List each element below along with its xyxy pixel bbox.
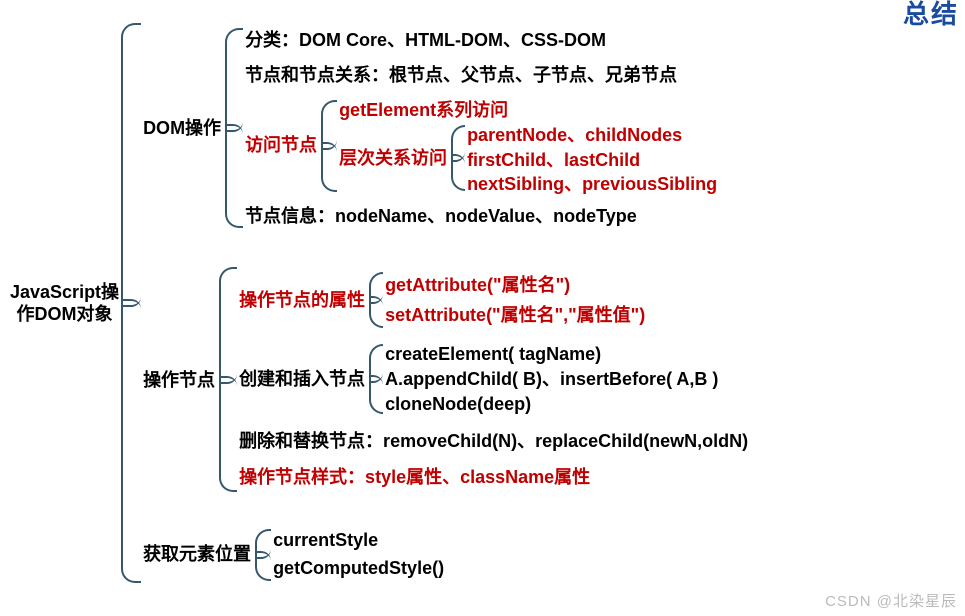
pos-1: currentStyle (273, 528, 444, 553)
brace-op (219, 267, 235, 492)
brace-create (369, 344, 381, 414)
label-dom: DOM操作 (143, 117, 221, 140)
visit-1: getElement系列访问 (339, 98, 717, 123)
create-2: A.appendChild( B)、insertBefore( A,B ) (385, 367, 718, 392)
pos-children: currentStyle getComputedStyle() (273, 527, 444, 583)
attr-children: getAttribute("属性名") setAttribute("属性名","… (385, 270, 645, 330)
op-attr: 操作节点的属性 getAttribute("属性名") setAttribute… (239, 270, 748, 330)
attr-label: 操作节点的属性 (239, 289, 365, 312)
root-children: DOM操作 分类：DOM Core、HTML-DOM、CSS-DOM 节点和节点… (143, 8, 748, 598)
dom-line1: 分类：DOM Core、HTML-DOM、CSS-DOM (245, 28, 717, 53)
dom-line2: 节点和节点关系：根节点、父节点、子节点、兄弟节点 (245, 63, 717, 88)
op-remove: 删除和替换节点：removeChild(N)、replaceChild(newN… (239, 429, 748, 454)
dom-visit: 访问节点 getElement系列访问 层次关系访问 parentNode、ch… (245, 98, 717, 194)
dom-info: 节点信息：nodeName、nodeValue、nodeType (245, 204, 717, 229)
root-line1: JavaScript操 (10, 281, 119, 304)
branch-pos: 获取元素位置 currentStyle getComputedStyle() (143, 527, 748, 583)
op-create: 创建和插入节点 createElement( tagName) A.append… (239, 342, 748, 416)
root-node: JavaScript操 作DOM对象 DOM操作 分类：DOM Core、HTM… (10, 8, 955, 598)
attr-1: getAttribute("属性名") (385, 273, 645, 298)
create-children: createElement( tagName) A.appendChild( B… (385, 342, 718, 416)
branch-dom: DOM操作 分类：DOM Core、HTML-DOM、CSS-DOM 节点和节点… (143, 23, 748, 233)
branch-op: 操作节点 操作节点的属性 getAttribute("属性名") setAttr… (143, 264, 748, 496)
attr-2: setAttribute("属性名","属性值") (385, 303, 645, 328)
visit-layer: 层次关系访问 parentNode、childNodes firstChild、… (339, 123, 717, 193)
watermark: CSDN @北染星辰 (825, 593, 957, 612)
visit-label: 访问节点 (245, 134, 317, 157)
op-children: 操作节点的属性 getAttribute("属性名") setAttribute… (239, 264, 748, 496)
root-label: JavaScript操 作DOM对象 (10, 281, 119, 326)
label-pos: 获取元素位置 (143, 543, 251, 566)
root-line2: 作DOM对象 (10, 303, 119, 326)
brace-layer (451, 125, 463, 191)
corner-title: 总结 (903, 0, 959, 31)
layer-2: firstChild、lastChild (467, 148, 717, 173)
create-3: cloneNode(deep) (385, 392, 718, 417)
brace-dom (225, 28, 241, 228)
op-style: 操作节点样式：style属性、className属性 (239, 465, 748, 490)
visit-children: getElement系列访问 层次关系访问 parentNode、childNo… (339, 98, 717, 194)
layer-1: parentNode、childNodes (467, 123, 717, 148)
brace-pos (255, 529, 269, 581)
pos-2: getComputedStyle() (273, 556, 444, 581)
layer-3: nextSibling、previousSibling (467, 172, 717, 197)
dom-children: 分类：DOM Core、HTML-DOM、CSS-DOM 节点和节点关系：根节点… (245, 23, 717, 233)
root-brace (121, 23, 139, 583)
create-1: createElement( tagName) (385, 342, 718, 367)
label-op: 操作节点 (143, 369, 215, 392)
brace-visit (321, 100, 335, 192)
brace-attr (369, 272, 381, 328)
create-label: 创建和插入节点 (239, 368, 365, 391)
layer-label: 层次关系访问 (339, 147, 447, 170)
layer-children: parentNode、childNodes firstChild、lastChi… (467, 123, 717, 193)
